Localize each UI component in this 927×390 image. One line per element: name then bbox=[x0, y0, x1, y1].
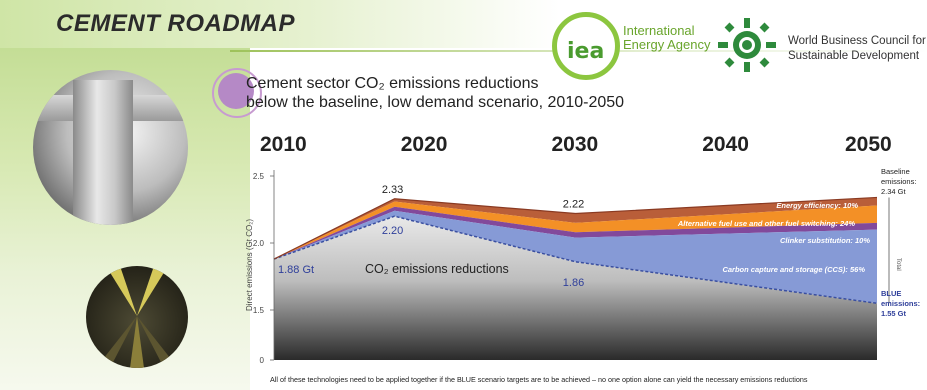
y-tick-label: 2.0 bbox=[253, 239, 265, 248]
chart-title-line1: Cement sector CO₂ emissions reductions bbox=[246, 75, 539, 92]
series-label-2: Clinker substitution: 10% bbox=[780, 236, 870, 245]
title-dot bbox=[218, 73, 254, 109]
year-label: 2010 bbox=[260, 133, 307, 156]
series-label-1: Alternative fuel use and other fuel swit… bbox=[677, 219, 855, 228]
y-tick-label: 2.5 bbox=[253, 172, 265, 181]
y-tick-label: 1.5 bbox=[253, 306, 265, 315]
blue-label: emissions: bbox=[881, 299, 920, 308]
blue-emissions-area bbox=[274, 216, 877, 360]
iea-logo-text: iea bbox=[567, 39, 605, 64]
baseline-label: emissions: bbox=[881, 177, 916, 186]
wbcsd-name: World Business Council for Sustainable D… bbox=[788, 34, 927, 64]
tunnel-photo bbox=[86, 266, 188, 368]
year-label: 2030 bbox=[551, 133, 599, 156]
point-label: 1.88 Gt bbox=[278, 264, 314, 276]
iea-name-line1: International bbox=[623, 23, 695, 38]
iea-name: International Energy Agency bbox=[623, 24, 713, 52]
series-area-0 bbox=[274, 197, 877, 260]
wbcsd-name-line2: Sustainable Development bbox=[788, 50, 920, 62]
page-title: CEMENT ROADMAP bbox=[56, 10, 295, 37]
year-label: 2040 bbox=[702, 133, 749, 156]
blue-label: BLUE bbox=[881, 289, 901, 298]
baseline-label: Baseline bbox=[881, 167, 910, 176]
point-label: 2.20 bbox=[382, 225, 403, 237]
concrete-column-photo bbox=[33, 70, 188, 225]
footnote: All of these technologies need to be app… bbox=[270, 375, 808, 384]
point-label: 2.33 bbox=[382, 184, 403, 196]
blue-label: 1.55 Gt bbox=[881, 309, 907, 318]
title-ring bbox=[212, 68, 262, 118]
series-area-2 bbox=[274, 206, 877, 260]
series-label-0: Energy efficiency: 10% bbox=[776, 201, 858, 210]
series-area-1 bbox=[274, 201, 877, 260]
series-label-3: Carbon capture and storage (CCS): 56% bbox=[722, 265, 865, 274]
baseline-label: 2.34 Gt bbox=[881, 187, 907, 196]
year-label: 2020 bbox=[400, 133, 448, 156]
blue-line bbox=[273, 215, 878, 305]
chart-title: Cement sector CO₂ emissions reductions b… bbox=[246, 74, 666, 112]
series-area-3 bbox=[274, 210, 877, 304]
baseline-line bbox=[273, 196, 878, 260]
header-band bbox=[0, 0, 560, 48]
y-tick-label: 0 bbox=[260, 356, 265, 365]
reduction-area-label: CO₂ emissions reductions bbox=[365, 262, 509, 276]
chart-title-line2: below the baseline, low demand scenario,… bbox=[246, 94, 625, 111]
year-label: 2050 bbox=[845, 133, 892, 156]
total-bracket-label: Total bbox=[895, 258, 901, 271]
wbcsd-name-line1: World Business Council for bbox=[788, 35, 926, 47]
point-label: 2.22 bbox=[563, 199, 584, 211]
wbcsd-logo bbox=[718, 18, 776, 72]
point-label: 1.86 bbox=[563, 277, 584, 289]
iea-logo: iea bbox=[552, 12, 620, 80]
iea-name-line2: Energy Agency bbox=[623, 37, 711, 52]
y-axis-label: Direct emissions (Gt CO₂) bbox=[245, 219, 254, 311]
